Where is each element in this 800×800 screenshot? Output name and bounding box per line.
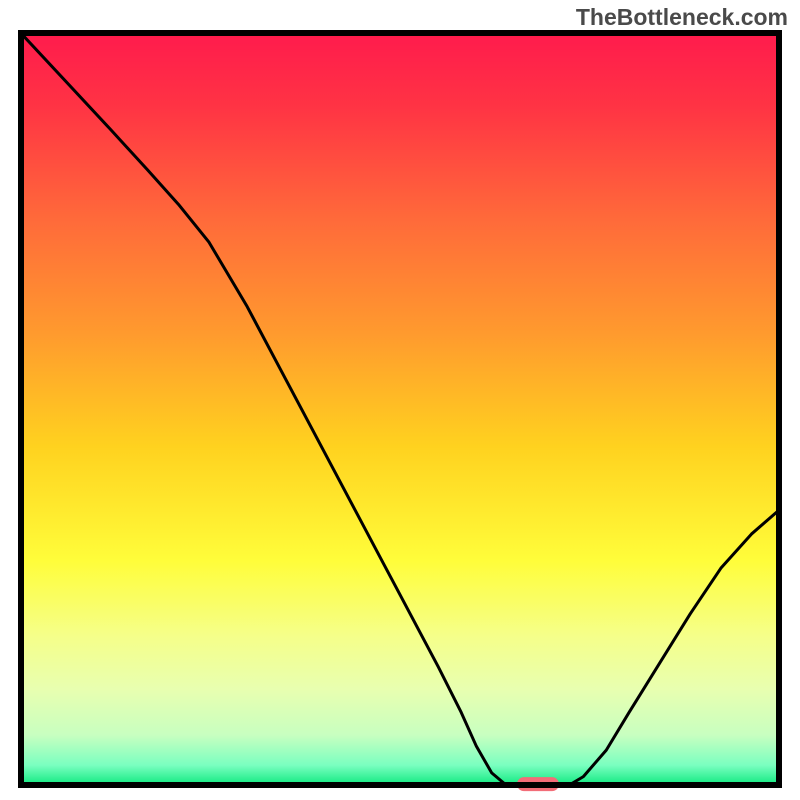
plot-area xyxy=(18,30,782,788)
curve-svg xyxy=(18,30,782,788)
curve-path xyxy=(18,30,782,786)
watermark-text: TheBottleneck.com xyxy=(576,4,788,31)
optimal-marker xyxy=(517,777,559,791)
bottleneck-chart: TheBottleneck.com xyxy=(0,0,800,800)
